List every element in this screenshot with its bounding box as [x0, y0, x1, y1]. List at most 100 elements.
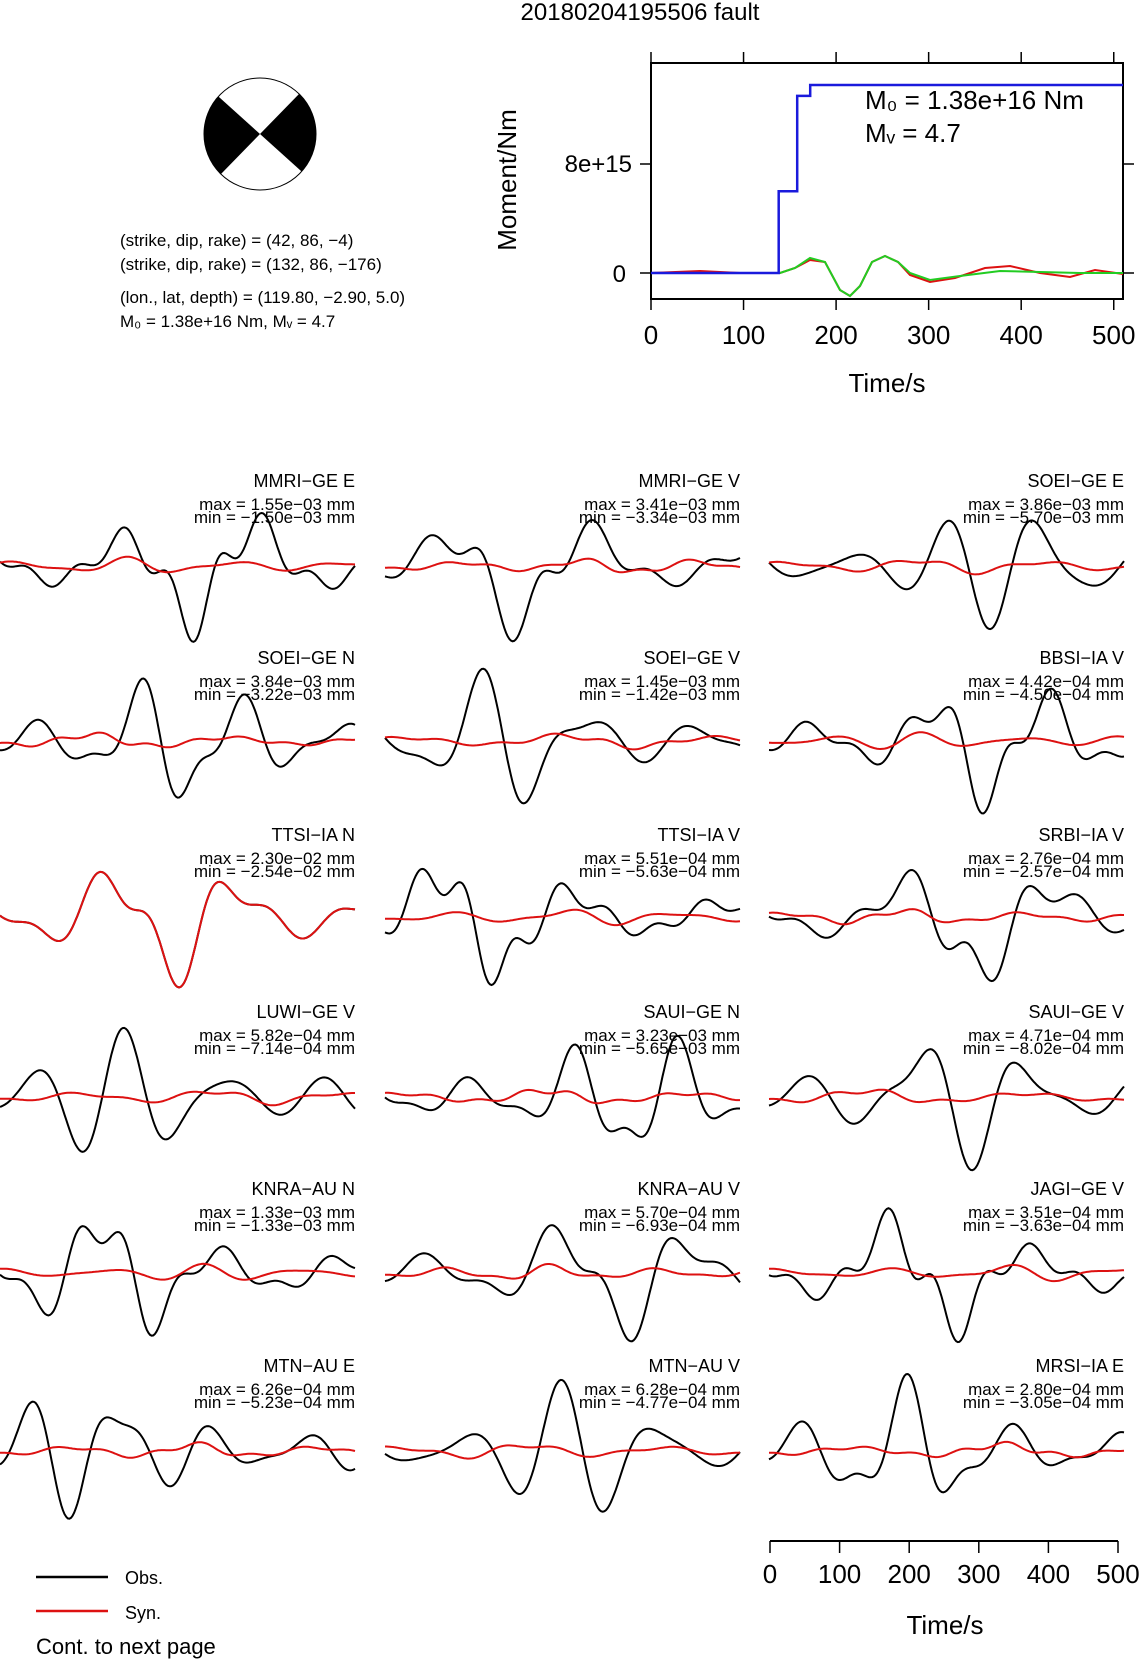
station-label: JAGI−GE V: [1030, 1179, 1124, 1199]
mechanism-info: (strike, dip, rake) = (42, 86, −4) (stri…: [120, 231, 405, 331]
stf-moment-curve: [651, 83, 1123, 275]
bottom-xtick-label: 100: [818, 1559, 861, 1589]
station-label: SOEI−GE N: [257, 648, 355, 668]
station-label: BBSI−IA V: [1039, 648, 1124, 668]
mechanism-line-3: (lon., lat, depth) = (119.80, −2.90, 5.0…: [120, 288, 405, 307]
synthetic-trace: [768, 560, 1125, 576]
observed-trace: [768, 868, 1125, 983]
observed-trace: [0, 870, 356, 989]
observed-trace: [768, 1207, 1125, 1344]
max-amplitude-label: max = 4.42e−04 mm: [968, 672, 1124, 691]
footer-note: Cont. to next page: [36, 1634, 216, 1659]
min-amplitude-label: min = −8.02e−04 mm: [963, 1039, 1124, 1058]
stf-x-axis: 0 100 200 300 400 500: [644, 52, 1135, 350]
synthetic-trace: [384, 1088, 740, 1105]
max-amplitude-label: max = 3.51e−04 mm: [968, 1203, 1124, 1222]
observed-trace: [768, 1048, 1125, 1172]
synthetic-trace: [0, 555, 355, 574]
min-amplitude-label: min = −2.54e−02 mm: [194, 862, 355, 881]
min-amplitude-label: min = −7.14e−04 mm: [194, 1039, 355, 1058]
synthetic-trace: [385, 1263, 741, 1280]
observed-trace: [768, 519, 1125, 631]
station-label: KNRA−AU V: [637, 1179, 740, 1199]
stf-xlabel: Time/s: [848, 368, 925, 398]
stf-xtick-label: 0: [644, 320, 658, 350]
synthetic-trace: [384, 732, 741, 751]
observed-trace: [0, 511, 356, 643]
max-amplitude-label: max = 3.41e−03 mm: [584, 495, 740, 514]
max-amplitude-label: max = 3.23e−03 mm: [584, 1026, 740, 1045]
max-amplitude-label: max = 2.80e−04 mm: [968, 1380, 1124, 1399]
stf-xtick-label: 200: [814, 320, 857, 350]
legend-syn-label: Syn.: [125, 1603, 161, 1623]
station-label: MMRI−GE E: [253, 471, 355, 491]
synthetic-trace: [768, 1088, 1125, 1104]
station-label: TTSI−IA V: [657, 825, 740, 845]
observed-trace: [0, 677, 356, 799]
min-amplitude-label: min = −4.50e−04 mm: [963, 685, 1124, 704]
station-label: MTN−AU E: [263, 1356, 355, 1376]
max-amplitude-label: max = 5.82e−04 mm: [199, 1026, 355, 1045]
observed-trace: [0, 1026, 356, 1153]
synthetic-trace: [0, 731, 356, 749]
stf-ylabel: Moment/Nm: [492, 109, 522, 251]
station-label: MTN−AU V: [648, 1356, 740, 1376]
max-amplitude-label: max = 2.76e−04 mm: [968, 849, 1124, 868]
min-amplitude-label: min = −5.63e−04 mm: [579, 862, 740, 881]
beachball-compressional-west: [204, 96, 260, 174]
synthetic-trace: [769, 1440, 1125, 1459]
stf-frame: [650, 62, 1124, 300]
observed-trace: [0, 1400, 356, 1520]
min-amplitude-label: min = −4.77e−04 mm: [579, 1393, 740, 1412]
bottom-xlabel: Time/s: [906, 1610, 983, 1640]
min-amplitude-label: min = −6.93e−04 mm: [579, 1216, 740, 1235]
station-label: LUWI−GE V: [256, 1002, 355, 1022]
station-label: MRSI−IA E: [1035, 1356, 1124, 1376]
max-amplitude-label: max = 1.55e−03 mm: [199, 495, 355, 514]
synthetic-trace: [0, 1441, 356, 1459]
stf-mw-label: Mᵥ = 4.7: [865, 118, 961, 148]
bottom-xtick-label: 400: [1027, 1559, 1070, 1589]
bottom-xtick-label: 0: [763, 1559, 777, 1589]
min-amplitude-label: min = −3.05e−04 mm: [963, 1393, 1124, 1412]
synthetic-trace: [0, 1090, 355, 1107]
max-amplitude-label: max = 3.86e−03 mm: [968, 495, 1124, 514]
bottom-xtick-label: 200: [888, 1559, 931, 1589]
min-amplitude-label: min = −5.70e−03 mm: [963, 508, 1124, 527]
station-label: KNRA−AU N: [251, 1179, 355, 1199]
max-amplitude-label: max = 4.71e−04 mm: [968, 1026, 1124, 1045]
stf-ytick-8e15: 8e+15: [565, 151, 632, 178]
station-label: SOEI−GE V: [643, 648, 740, 668]
station-label: SAUI−GE N: [643, 1002, 740, 1022]
legend: Obs. Syn.: [36, 1568, 163, 1623]
min-amplitude-label: min = −2.57e−04 mm: [963, 862, 1124, 881]
min-amplitude-label: min = −3.63e−04 mm: [963, 1216, 1124, 1235]
station-label: MMRI−GE V: [638, 471, 740, 491]
synthetic-trace: [385, 908, 741, 927]
max-amplitude-label: max = 1.45e−03 mm: [584, 672, 740, 691]
synthetic-trace: [769, 731, 1125, 751]
stf-ytick-0: 0: [613, 261, 626, 288]
observed-trace: [384, 518, 741, 643]
observed-trace: [768, 1372, 1125, 1494]
min-amplitude-label: min = −1.33e−03 mm: [194, 1216, 355, 1235]
min-amplitude-label: min = −1.50e−03 mm: [194, 508, 355, 527]
synthetic-trace: [0, 1262, 356, 1281]
max-amplitude-label: max = 1.33e−03 mm: [199, 1203, 355, 1222]
stf-xtick-label: 300: [907, 320, 950, 350]
observed-trace: [0, 1225, 356, 1337]
